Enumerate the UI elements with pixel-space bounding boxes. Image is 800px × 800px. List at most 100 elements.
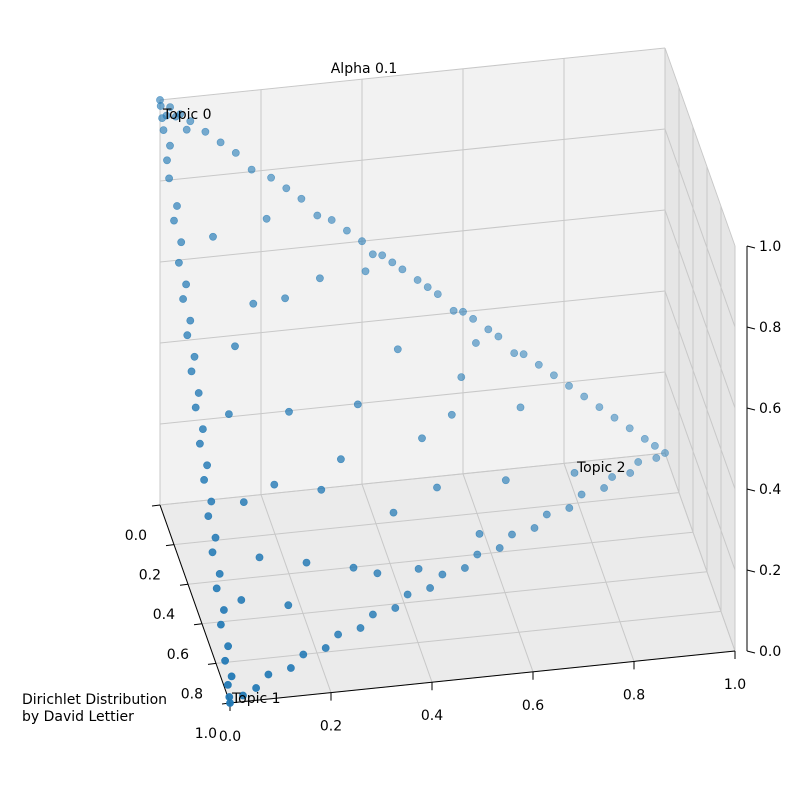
data-point xyxy=(610,413,619,422)
gridline-right-z xyxy=(664,371,736,571)
z-tick-mark xyxy=(746,650,756,654)
data-point xyxy=(570,468,579,477)
data-point xyxy=(285,407,293,416)
z-tick-label: 0.4 xyxy=(759,482,781,498)
data-point xyxy=(158,114,166,122)
data-point xyxy=(651,441,659,450)
data-point xyxy=(484,325,493,334)
data-point xyxy=(203,461,211,470)
data-point xyxy=(170,216,178,225)
data-point xyxy=(510,349,519,357)
gridline-floor-x xyxy=(201,571,708,625)
data-point xyxy=(262,214,271,223)
data-point xyxy=(473,550,482,559)
data-point xyxy=(191,403,200,412)
data-point xyxy=(212,584,221,593)
author-note: Dirichlet Distribution by David Lettier xyxy=(22,692,171,725)
data-point xyxy=(177,238,186,247)
x-tick-mark xyxy=(207,662,217,665)
y-tick-label: 0.0 xyxy=(219,729,241,745)
data-point xyxy=(418,434,426,443)
gridline-back-z xyxy=(159,452,666,506)
x-tick-mark xyxy=(193,623,203,626)
data-point xyxy=(433,290,442,298)
data-point xyxy=(231,342,239,351)
data-point xyxy=(182,280,190,289)
gridline-floor-y xyxy=(462,473,534,672)
gridline-back-z xyxy=(159,47,666,101)
data-point xyxy=(183,331,192,340)
z-tick-label: 0.2 xyxy=(759,563,781,579)
data-point xyxy=(550,371,558,380)
data-point xyxy=(327,216,336,224)
data-point xyxy=(209,232,217,241)
data-point xyxy=(426,584,434,592)
z-tick-label: 1.0 xyxy=(759,239,781,255)
data-point xyxy=(494,332,503,341)
data-point xyxy=(640,434,649,443)
data-point xyxy=(353,400,362,409)
data-point xyxy=(186,117,195,126)
data-point xyxy=(166,103,174,111)
data-point xyxy=(223,681,232,689)
gridline-back-z xyxy=(159,290,666,344)
z-tick-mark xyxy=(746,569,756,573)
data-point xyxy=(282,184,291,193)
data-point xyxy=(297,194,306,203)
data-point xyxy=(460,564,469,572)
x-tick-mark xyxy=(165,544,175,547)
data-point xyxy=(179,295,187,303)
data-point xyxy=(433,483,441,492)
data-point xyxy=(516,403,525,412)
data-point xyxy=(391,604,400,612)
data-point xyxy=(255,553,264,562)
z-tick-label: 0.0 xyxy=(759,644,781,660)
x-tick-label: 0.4 xyxy=(153,607,175,623)
data-point xyxy=(334,630,342,639)
data-point xyxy=(204,512,213,520)
z-tick-mark xyxy=(746,245,756,249)
pane-back-wall xyxy=(159,47,666,506)
data-point xyxy=(321,644,330,652)
data-point xyxy=(530,524,539,532)
x-axis-line xyxy=(159,504,231,704)
data-point xyxy=(447,410,456,419)
vertex-label-topic-2: Topic 2 xyxy=(576,460,626,476)
data-point xyxy=(182,125,191,134)
gridline-back-z xyxy=(159,371,666,425)
data-point xyxy=(267,173,275,182)
y-tick-label: 0.2 xyxy=(320,719,342,735)
z-tick-label: 0.8 xyxy=(759,320,781,336)
data-point xyxy=(475,530,484,538)
gridline-right-z xyxy=(664,47,736,247)
scatter-points xyxy=(156,96,669,707)
data-point xyxy=(534,360,543,369)
data-point xyxy=(211,533,220,542)
data-point xyxy=(198,425,207,433)
data-point xyxy=(166,141,174,150)
data-point xyxy=(403,590,412,599)
data-point xyxy=(171,112,180,121)
data-point xyxy=(226,699,234,707)
data-point xyxy=(174,258,183,267)
x-tick-label: 0.8 xyxy=(181,686,203,702)
x-tick-label: 0.0 xyxy=(125,528,147,544)
data-point xyxy=(508,530,516,539)
data-point xyxy=(661,449,669,457)
data-point xyxy=(471,339,480,347)
data-point xyxy=(231,148,240,157)
vertex-label-topic-0: Topic 0 xyxy=(162,107,212,123)
data-point xyxy=(501,476,510,485)
y-tick-label: 0.4 xyxy=(421,708,443,724)
data-point xyxy=(595,403,604,411)
data-point xyxy=(207,497,216,506)
gridline-right-z xyxy=(664,128,736,328)
data-point xyxy=(577,490,586,499)
data-point xyxy=(388,258,397,267)
data-point xyxy=(349,563,358,572)
x-tick-label: 0.2 xyxy=(139,568,161,584)
data-point xyxy=(373,569,382,578)
data-point xyxy=(281,294,289,303)
data-point xyxy=(565,381,573,390)
